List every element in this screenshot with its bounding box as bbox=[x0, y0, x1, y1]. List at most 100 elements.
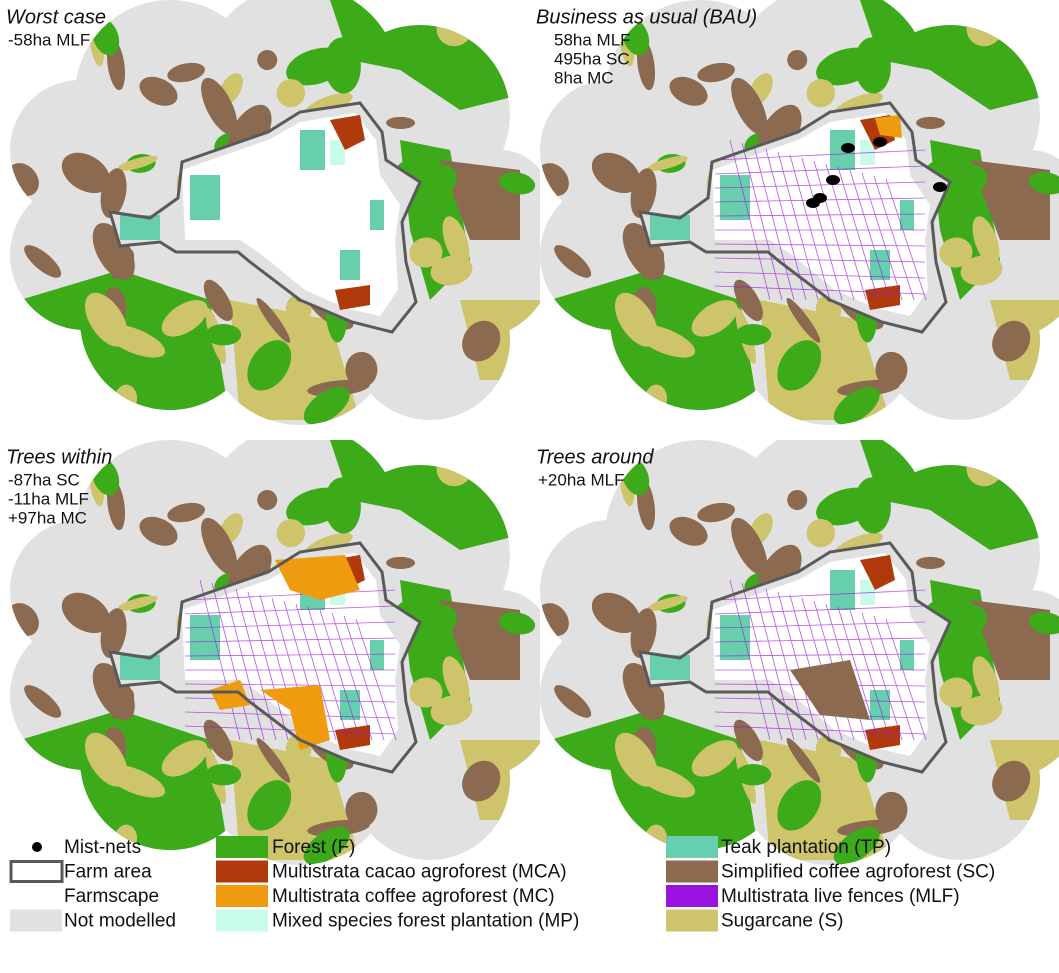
legend-label: Farmscape bbox=[64, 886, 159, 907]
panel-note: -87ha SC bbox=[8, 470, 80, 489]
legend-swatch bbox=[10, 910, 62, 932]
map-panel: Worst case -58ha MLF bbox=[0, 0, 540, 447]
land-patch bbox=[534, 373, 567, 403]
legend-swatch bbox=[666, 910, 718, 932]
land-patch bbox=[4, 813, 37, 843]
teak-patch bbox=[340, 250, 360, 280]
land-patch bbox=[1016, 837, 1042, 863]
land-patch bbox=[534, 813, 567, 843]
land-patch bbox=[345, 792, 377, 828]
legend-swatch bbox=[666, 836, 718, 858]
land-patch bbox=[585, 357, 619, 414]
panel-note: 495ha SC bbox=[554, 49, 630, 68]
land-patch bbox=[0, 844, 51, 871]
land-patch bbox=[585, 797, 619, 854]
legend-swatch bbox=[216, 861, 268, 883]
legend-item: Teak plantation (TP) bbox=[666, 836, 891, 858]
legend-item: Sugarcane (S) bbox=[666, 910, 844, 932]
legend-label: Sugarcane (S) bbox=[721, 911, 844, 932]
land-patch bbox=[875, 792, 907, 828]
legend-swatch bbox=[11, 862, 62, 882]
map-panel: Trees around +20ha MLF bbox=[530, 440, 1059, 887]
teak-patch bbox=[900, 640, 914, 670]
teak-patch bbox=[870, 690, 890, 720]
panel-title: Trees around bbox=[536, 446, 654, 468]
teak-patch bbox=[870, 250, 890, 280]
teak-patch bbox=[190, 615, 220, 660]
teak-patch bbox=[300, 130, 325, 170]
legend-swatch bbox=[10, 885, 62, 907]
land-patch bbox=[1027, 382, 1059, 421]
figure: Worst case -58ha MLF Business as usual (BA… bbox=[0, 0, 1059, 973]
legend-label: Mist-nets bbox=[64, 837, 141, 858]
panel-note: +97ha MC bbox=[8, 508, 87, 527]
legend-item: Mist-nets bbox=[32, 837, 141, 858]
teak-patch bbox=[830, 570, 855, 610]
land-patch bbox=[530, 404, 581, 431]
legend-label: Teak plantation (TP) bbox=[721, 837, 891, 858]
teak-patch bbox=[900, 200, 914, 230]
panel-title: Business as usual (BAU) bbox=[536, 6, 757, 28]
legend-item: Farmscape bbox=[10, 885, 159, 907]
land-patch bbox=[497, 822, 535, 861]
land-patch bbox=[1016, 397, 1042, 423]
legend-label: Multistrata coffee agroforest (MC) bbox=[272, 886, 555, 907]
teak-patch bbox=[720, 175, 750, 220]
teak-patch bbox=[120, 215, 160, 240]
teak-patch bbox=[370, 200, 384, 230]
map-panel: Business as usual (BAU)58ha MLF495ha SC8… bbox=[530, 0, 1059, 447]
map bbox=[0, 0, 540, 447]
land-patch bbox=[497, 382, 535, 421]
legend-label: Not modelled bbox=[64, 911, 176, 932]
land-patch bbox=[55, 357, 89, 414]
land-patch bbox=[1027, 822, 1059, 861]
legend-swatch bbox=[666, 885, 718, 907]
legend-item: Simplified coffee agroforest (SC) bbox=[666, 861, 995, 883]
legend-swatch bbox=[216, 836, 268, 858]
mist-net bbox=[826, 175, 840, 185]
land-patch bbox=[345, 352, 377, 388]
teak-patch bbox=[650, 215, 690, 240]
mist-net bbox=[933, 182, 947, 192]
legend-dot bbox=[32, 842, 42, 852]
legend-label: Multistrata cacao agroforest (MCA) bbox=[272, 862, 567, 883]
mist-net bbox=[841, 143, 855, 153]
panel-note: +20ha MLF bbox=[538, 470, 624, 489]
map bbox=[530, 440, 1059, 887]
legend-swatch bbox=[216, 885, 268, 907]
panel-title: Worst case bbox=[6, 6, 106, 28]
panel-title: Trees within bbox=[6, 446, 112, 468]
legend-item: Multistrata live fences (MLF) bbox=[666, 885, 960, 907]
panel-note: 8ha MC bbox=[554, 68, 614, 87]
legend-swatch bbox=[216, 910, 268, 932]
legend-label: Forest (F) bbox=[272, 837, 355, 858]
teak-patch bbox=[190, 175, 220, 220]
legend-item: Farm area bbox=[11, 862, 152, 883]
legend-label: Multistrata live fences (MLF) bbox=[721, 886, 960, 907]
legend-item: Multistrata coffee agroforest (MC) bbox=[216, 885, 555, 907]
teak-patch bbox=[120, 655, 160, 680]
legend-item: Forest (F) bbox=[216, 836, 355, 858]
legend-item: Multistrata cacao agroforest (MCA) bbox=[216, 861, 567, 883]
legend-item: Mixed species forest plantation (MP) bbox=[216, 910, 579, 932]
panel-note: -11ha MLF bbox=[8, 489, 89, 508]
land-patch bbox=[486, 397, 512, 423]
panel-note: -58ha MLF bbox=[8, 30, 90, 49]
map-panel: Trees within -87ha SC-11ha MLF+97ha MC bbox=[0, 440, 540, 887]
legend-label: Farm area bbox=[64, 862, 152, 883]
teak-patch bbox=[370, 640, 384, 670]
mist-net bbox=[873, 137, 887, 147]
mist-net bbox=[813, 193, 827, 203]
land-patch bbox=[875, 352, 907, 388]
land-patch bbox=[486, 837, 512, 863]
legend-label: Simplified coffee agroforest (SC) bbox=[721, 862, 995, 883]
land-patch bbox=[205, 764, 241, 786]
legend-swatch bbox=[666, 861, 718, 883]
teak-patch bbox=[720, 615, 750, 660]
legend-item: Not modelled bbox=[10, 910, 176, 932]
teak-patch bbox=[650, 655, 690, 680]
land-patch bbox=[735, 764, 771, 786]
land-patch bbox=[4, 373, 37, 403]
land-patch bbox=[735, 324, 771, 346]
land-patch bbox=[205, 324, 241, 346]
